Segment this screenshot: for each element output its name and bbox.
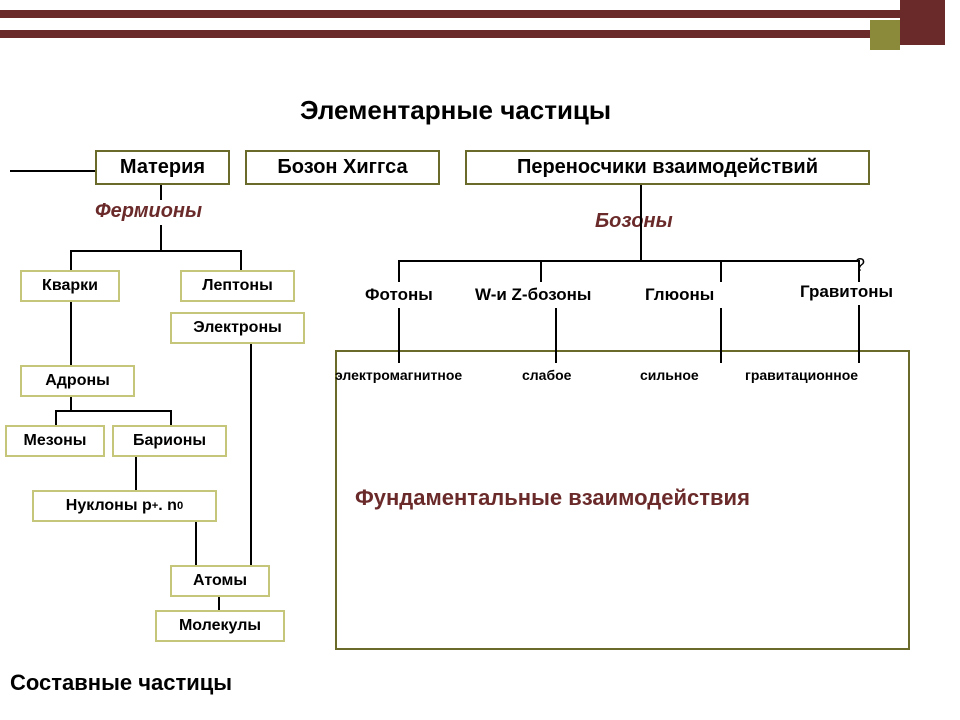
label-bosons: Бозоны [595,210,673,233]
line-bosonHr [398,260,858,262]
box-carriers: Переносчики взаимодействий [465,150,870,185]
fundamental-interactions-title: Фундаментальные взаимодействия [355,485,750,511]
label-gluons: Глюоны [645,285,714,305]
box-higgs: Бозон Хиггса [245,150,440,185]
box-quarks-label: Кварки [42,277,98,295]
line-gravV [858,260,860,282]
header-bar-bottom [0,30,900,38]
box-electrons: Электроны [170,312,305,344]
box-hadrons: Адроны [20,365,135,397]
label-question-mark: ? [855,255,865,276]
main-title: Элементарные частицы [300,95,611,126]
line-elecAtomV [250,344,252,565]
line-nucAtomV [195,522,197,565]
box-molecules: Молекулы [155,610,285,642]
line-photonV [398,260,400,282]
line-wzDown [555,308,557,363]
label-em: электромагнитное [335,367,462,383]
line-photonDown [398,308,400,363]
box-quarks: Кварки [20,270,120,302]
header-square-big [900,0,945,45]
composite-particles-label: Составные частицы [10,670,232,696]
line-mesonV [55,410,57,425]
box-baryons-label: Барионы [133,432,206,450]
label-gravitational: гравитационное [745,367,858,383]
label-photons: Фотоны [365,285,433,305]
box-matter: Материя [95,150,230,185]
label-wz-bosons: W-и Z-бозоны [475,285,591,305]
line-baryonNucV [135,457,137,490]
label-gravitons: Гравитоны [800,282,893,302]
box-higgs-label: Бозон Хиггса [277,156,407,179]
box-nucleons: Нуклоны p+. n0 [32,490,217,522]
box-hadrons-label: Адроны [45,372,110,390]
line-topHr [10,170,95,172]
label-strong: сильное [640,367,699,383]
box-electrons-label: Электроны [193,319,282,337]
box-matter-label: Материя [120,156,205,179]
line-matterDown [160,185,162,200]
box-mesons: Мезоны [5,425,105,457]
line-hadronDown [70,397,72,410]
line-gluonDown [720,308,722,363]
box-atoms-label: Атомы [193,572,247,590]
box-molecules-label: Молекулы [179,617,261,635]
header-bar-top [0,10,900,18]
line-carrierDown [640,185,642,235]
diagram-canvas: { "colors": { "maroon": "#6b2a2a", "oliv… [0,0,960,720]
box-carriers-label: Переносчики взаимодействий [517,156,818,179]
box-leptons-label: Лептоны [202,277,273,295]
line-quarkV [70,250,72,270]
line-bosonMidV [640,235,642,260]
label-fermions: Фермионы [95,200,202,223]
label-weak: слабое [522,367,571,383]
header-square-small [870,20,900,50]
box-leptons: Лептоны [180,270,295,302]
line-fermionHr [70,250,240,252]
line-fermionVmid [160,225,162,250]
line-gluonV [720,260,722,282]
line-baryonV [170,410,172,425]
line-leptonV [240,250,242,270]
box-atoms: Атомы [170,565,270,597]
box-mesons-label: Мезоны [24,432,87,450]
line-gravDown [858,305,860,363]
box-baryons: Барионы [112,425,227,457]
line-atomMolV [218,597,220,610]
line-wzV [540,260,542,282]
line-hadronHr [55,410,170,412]
line-quarkHadronV [70,302,72,365]
